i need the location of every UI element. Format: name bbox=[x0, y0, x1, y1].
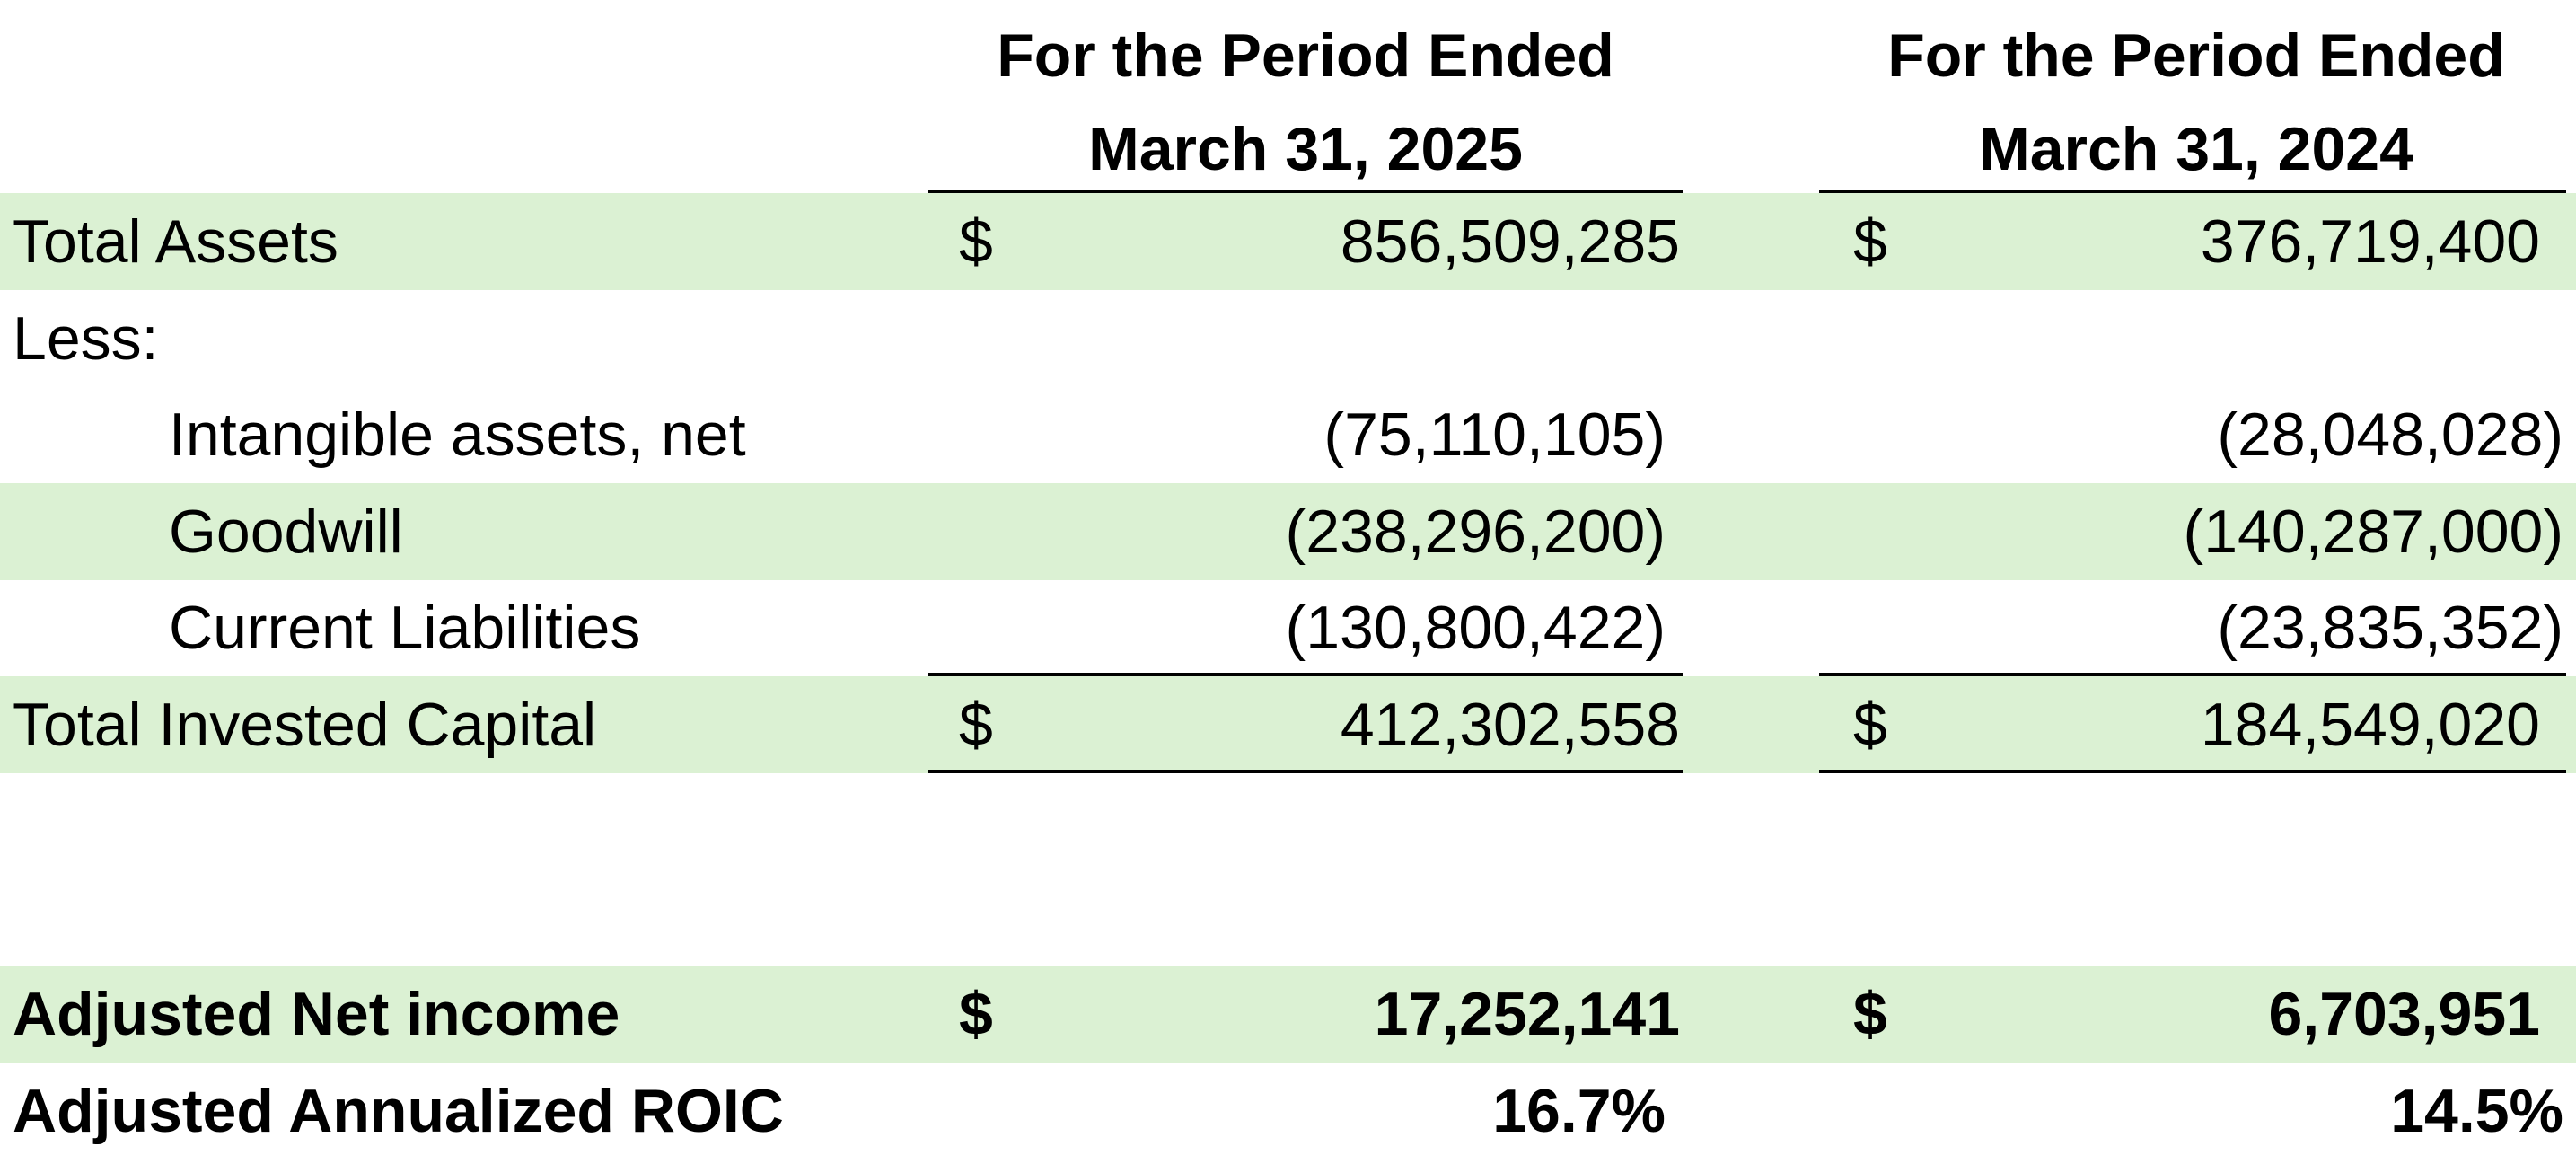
row-band-total-assets bbox=[0, 193, 2576, 290]
adjusted-roic-2025-value: 16.7% bbox=[1492, 1077, 1666, 1145]
current-liabilities-label: Current Liabilities bbox=[169, 594, 641, 662]
goodwill-2024-value: (140,287,000) bbox=[2183, 498, 2563, 566]
header-rule-2024 bbox=[1819, 190, 2566, 193]
total-invested-capital-2025-currency: $ bbox=[959, 691, 993, 759]
column-header-2024: For the Period Ended March 31, 2024 bbox=[1819, 9, 2573, 196]
column-header-2025: For the Period Ended March 31, 2025 bbox=[928, 9, 1683, 196]
intangible-assets-2024-value: (28,048,028) bbox=[2217, 401, 2563, 469]
total-invested-capital-2024-value: 184,549,020 bbox=[2200, 691, 2540, 759]
total-assets-2024-value: 376,719,400 bbox=[2200, 207, 2540, 276]
adjusted-net-income-2024-value: 6,703,951 bbox=[2268, 980, 2540, 1048]
total-invested-capital-label: Total Invested Capital bbox=[13, 691, 597, 759]
current-liabilities-2025-value: (130,800,422) bbox=[1285, 594, 1666, 662]
header-rule-2025 bbox=[928, 190, 1683, 193]
total-assets-label: Total Assets bbox=[13, 207, 338, 276]
column-header-2024-line1: For the Period Ended bbox=[1887, 22, 2505, 90]
less-label: Less: bbox=[13, 304, 159, 373]
total-assets-2025-currency: $ bbox=[959, 207, 993, 276]
subtotal-rule-top-2025 bbox=[928, 673, 1683, 676]
adjusted-roic-label: Adjusted Annualized ROIC bbox=[13, 1077, 784, 1145]
row-band-adjusted-net-income bbox=[0, 966, 2576, 1063]
row-band-goodwill bbox=[0, 483, 2576, 580]
goodwill-label: Goodwill bbox=[169, 498, 403, 566]
adjusted-net-income-2024-currency: $ bbox=[1853, 980, 1887, 1048]
goodwill-2025-value: (238,296,200) bbox=[1285, 498, 1666, 566]
adjusted-roic-2024-value: 14.5% bbox=[2390, 1077, 2563, 1145]
total-assets-2024-currency: $ bbox=[1853, 207, 1887, 276]
total-invested-capital-2024-currency: $ bbox=[1853, 691, 1887, 759]
current-liabilities-2024-value: (23,835,352) bbox=[2217, 594, 2563, 662]
row-band-total-invested-capital bbox=[0, 676, 2576, 773]
subtotal-rule-top-2024 bbox=[1819, 673, 2566, 676]
adjusted-net-income-2025-value: 17,252,141 bbox=[1374, 980, 1680, 1048]
column-header-2025-line2: March 31, 2025 bbox=[1088, 115, 1523, 183]
intangible-assets-2025-value: (75,110,105) bbox=[1323, 401, 1666, 469]
total-invested-capital-2025-value: 412,302,558 bbox=[1340, 691, 1680, 759]
adjusted-net-income-label: Adjusted Net income bbox=[13, 980, 620, 1048]
subtotal-rule-bottom-2024 bbox=[1819, 770, 2566, 773]
adjusted-net-income-2025-currency: $ bbox=[959, 980, 993, 1048]
column-header-2024-line2: March 31, 2024 bbox=[1979, 115, 2413, 183]
total-assets-2025-value: 856,509,285 bbox=[1340, 207, 1680, 276]
subtotal-rule-bottom-2025 bbox=[928, 770, 1683, 773]
column-header-2025-line1: For the Period Ended bbox=[997, 22, 1614, 90]
intangible-assets-label: Intangible assets, net bbox=[169, 401, 746, 469]
